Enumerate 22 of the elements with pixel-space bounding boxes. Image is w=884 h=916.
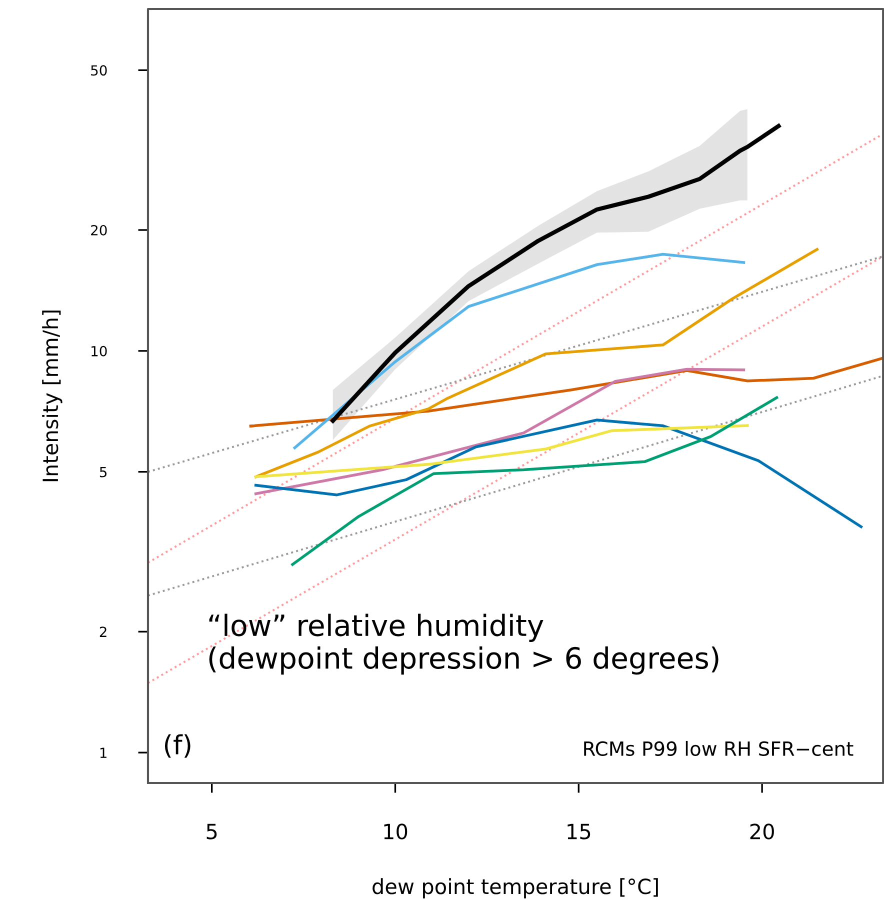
annotation: RCMs P99 low RH SFR−cent [584,740,854,756]
line-series [254,424,749,478]
x-tick-label: 10 [384,824,408,840]
x-tick-label: 20 [750,824,774,840]
line-series [330,124,781,423]
y-tick-label: 20 [91,224,107,236]
x-tick-label: 5 [206,824,217,840]
y-axis-title: Intensity [mm/h] [42,310,62,482]
line-series [254,418,862,528]
annotation: “low” relative humidity (dewpoint depression > 6 degrees) [209,614,718,675]
y-tick-label: 2 [100,626,106,637]
y-tick-label: 5 [100,466,107,478]
line-series [291,396,778,566]
line-series [254,248,818,478]
x-axis-title: dew point temperature [°C] [372,878,658,898]
y-tick-label: 10 [92,346,107,356]
x-tick-label: 15 [568,824,590,840]
y-tick-label: 1 [100,748,106,758]
annotation: (f) [164,734,190,758]
line-series [254,368,746,496]
y-tick-label: 50 [91,65,107,76]
line-series [293,252,746,450]
